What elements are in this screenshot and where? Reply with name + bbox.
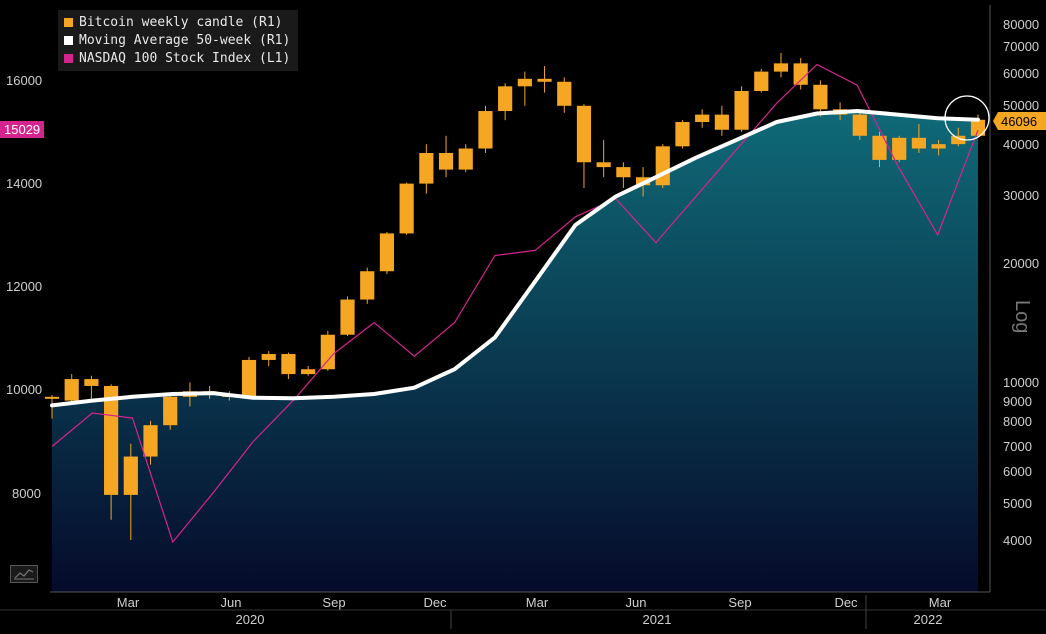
- year-label: 2022: [914, 612, 943, 627]
- candle-body: [793, 63, 808, 85]
- x-tick-label: Dec: [834, 595, 858, 610]
- left-current-value: 15029: [4, 122, 40, 137]
- right-tick-label: 70000: [1003, 39, 1039, 54]
- left-tick-label: 10000: [6, 382, 42, 397]
- moving-average-line: [50, 109, 980, 408]
- legend-swatch-moving-average: [64, 35, 73, 45]
- year-label: 2021: [643, 612, 672, 627]
- right-tick-label: 5000: [1003, 496, 1032, 511]
- candle-body: [64, 379, 79, 401]
- left-axis: 16000 14000 12000 10000 8000 15029: [0, 73, 44, 501]
- candle-body: [241, 359, 257, 397]
- candle-body: [872, 135, 887, 160]
- candle-body: [951, 135, 966, 145]
- candle-body: [852, 114, 867, 136]
- x-tick-label: Jun: [626, 595, 647, 610]
- nasdaq-line: [51, 63, 979, 544]
- candle-body: [419, 152, 434, 184]
- candle-body: [379, 233, 395, 272]
- highlight-circle: [944, 95, 990, 141]
- right-tick-label: 6000: [1003, 464, 1032, 479]
- x-tick-label: Mar: [526, 595, 549, 610]
- candle-body: [340, 299, 355, 335]
- candle-body: [84, 379, 99, 386]
- left-tick-label: 12000: [6, 279, 42, 294]
- right-tick-label: 9000: [1003, 394, 1032, 409]
- right-tick-label: 60000: [1003, 66, 1039, 81]
- x-tick-label: Sep: [322, 595, 345, 610]
- candle-body: [892, 137, 907, 160]
- candle-body: [911, 137, 926, 149]
- scale-label: Log: [1011, 300, 1033, 333]
- right-current-value: 46096: [1001, 114, 1037, 129]
- left-tick-label: 8000: [12, 486, 41, 501]
- right-tick-label: 4000: [1003, 533, 1032, 548]
- candle-body: [320, 334, 335, 370]
- candle-body: [734, 90, 749, 130]
- candle-body: [104, 385, 119, 495]
- x-tick-label: Dec: [423, 595, 447, 610]
- candle-body: [163, 396, 178, 426]
- candle-body: [557, 81, 572, 106]
- candle-body: [438, 152, 454, 170]
- left-tick-label: 14000: [6, 176, 42, 191]
- right-current-value-tag: [993, 112, 1046, 130]
- x-tick-label: Sep: [728, 595, 751, 610]
- x-tick-label: Jun: [221, 595, 242, 610]
- chart-type-icon[interactable]: [10, 565, 38, 583]
- candle-body: [616, 167, 631, 178]
- candle-body: [517, 78, 532, 87]
- candle-body: [675, 122, 690, 147]
- candle-body: [970, 119, 986, 136]
- right-tick-label: 10000: [1003, 375, 1039, 390]
- right-tick-label: 40000: [1003, 137, 1039, 152]
- x-tick-label: Mar: [929, 595, 952, 610]
- right-tick-label: 8000: [1003, 414, 1032, 429]
- legend-swatch-nasdaq: [64, 53, 73, 63]
- candle-body: [399, 183, 414, 234]
- right-tick-label: 50000: [1003, 98, 1039, 113]
- legend-label: Moving Average 50-week (R1): [79, 32, 291, 48]
- candle-body: [576, 105, 592, 163]
- x-tick-label: Mar: [117, 595, 140, 610]
- candle-body: [931, 144, 946, 149]
- x-axis: Mar Jun Sep Dec Mar Jun Sep Dec Mar 2020…: [117, 595, 952, 629]
- candle-body: [813, 84, 828, 110]
- right-tick-label: 30000: [1003, 188, 1039, 203]
- left-current-value-tag: [0, 121, 44, 138]
- candle-body: [281, 354, 296, 375]
- moving-average-area: [52, 111, 978, 592]
- candle-body: [478, 111, 493, 149]
- candle-body: [44, 396, 60, 399]
- candle-body: [655, 146, 670, 186]
- legend-item-moving-average: Moving Average 50-week (R1): [64, 31, 290, 49]
- candle-body: [301, 369, 316, 375]
- year-label: 2020: [236, 612, 265, 627]
- legend-label: Bitcoin weekly candle (R1): [79, 14, 283, 30]
- candle-body: [754, 71, 769, 91]
- candle-body: [498, 86, 513, 112]
- candle-body: [261, 354, 276, 360]
- legend-item-bitcoin: Bitcoin weekly candle (R1): [64, 13, 290, 31]
- legend-swatch-bitcoin: [64, 17, 73, 27]
- right-tick-label: 20000: [1003, 256, 1039, 271]
- candle-body: [537, 78, 552, 82]
- candle-body: [458, 148, 473, 170]
- candle-body: [143, 425, 158, 457]
- legend-item-nasdaq: NASDAQ 100 Stock Index (L1): [64, 49, 290, 67]
- left-tick-label: 16000: [6, 73, 42, 88]
- candle-body: [360, 271, 375, 300]
- right-tick-label: 7000: [1003, 439, 1032, 454]
- right-axis: 80000 70000 60000 50000 40000 30000 2000…: [993, 17, 1046, 548]
- legend-label: NASDAQ 100 Stock Index (L1): [79, 50, 291, 66]
- candle-body: [714, 114, 729, 130]
- candle-body: [123, 456, 138, 495]
- right-tick-label: 80000: [1003, 17, 1039, 32]
- candle-body: [773, 63, 789, 72]
- candle-body: [596, 162, 611, 168]
- candle-body: [695, 114, 710, 123]
- chart-legend: Bitcoin weekly candle (R1) Moving Averag…: [58, 10, 299, 71]
